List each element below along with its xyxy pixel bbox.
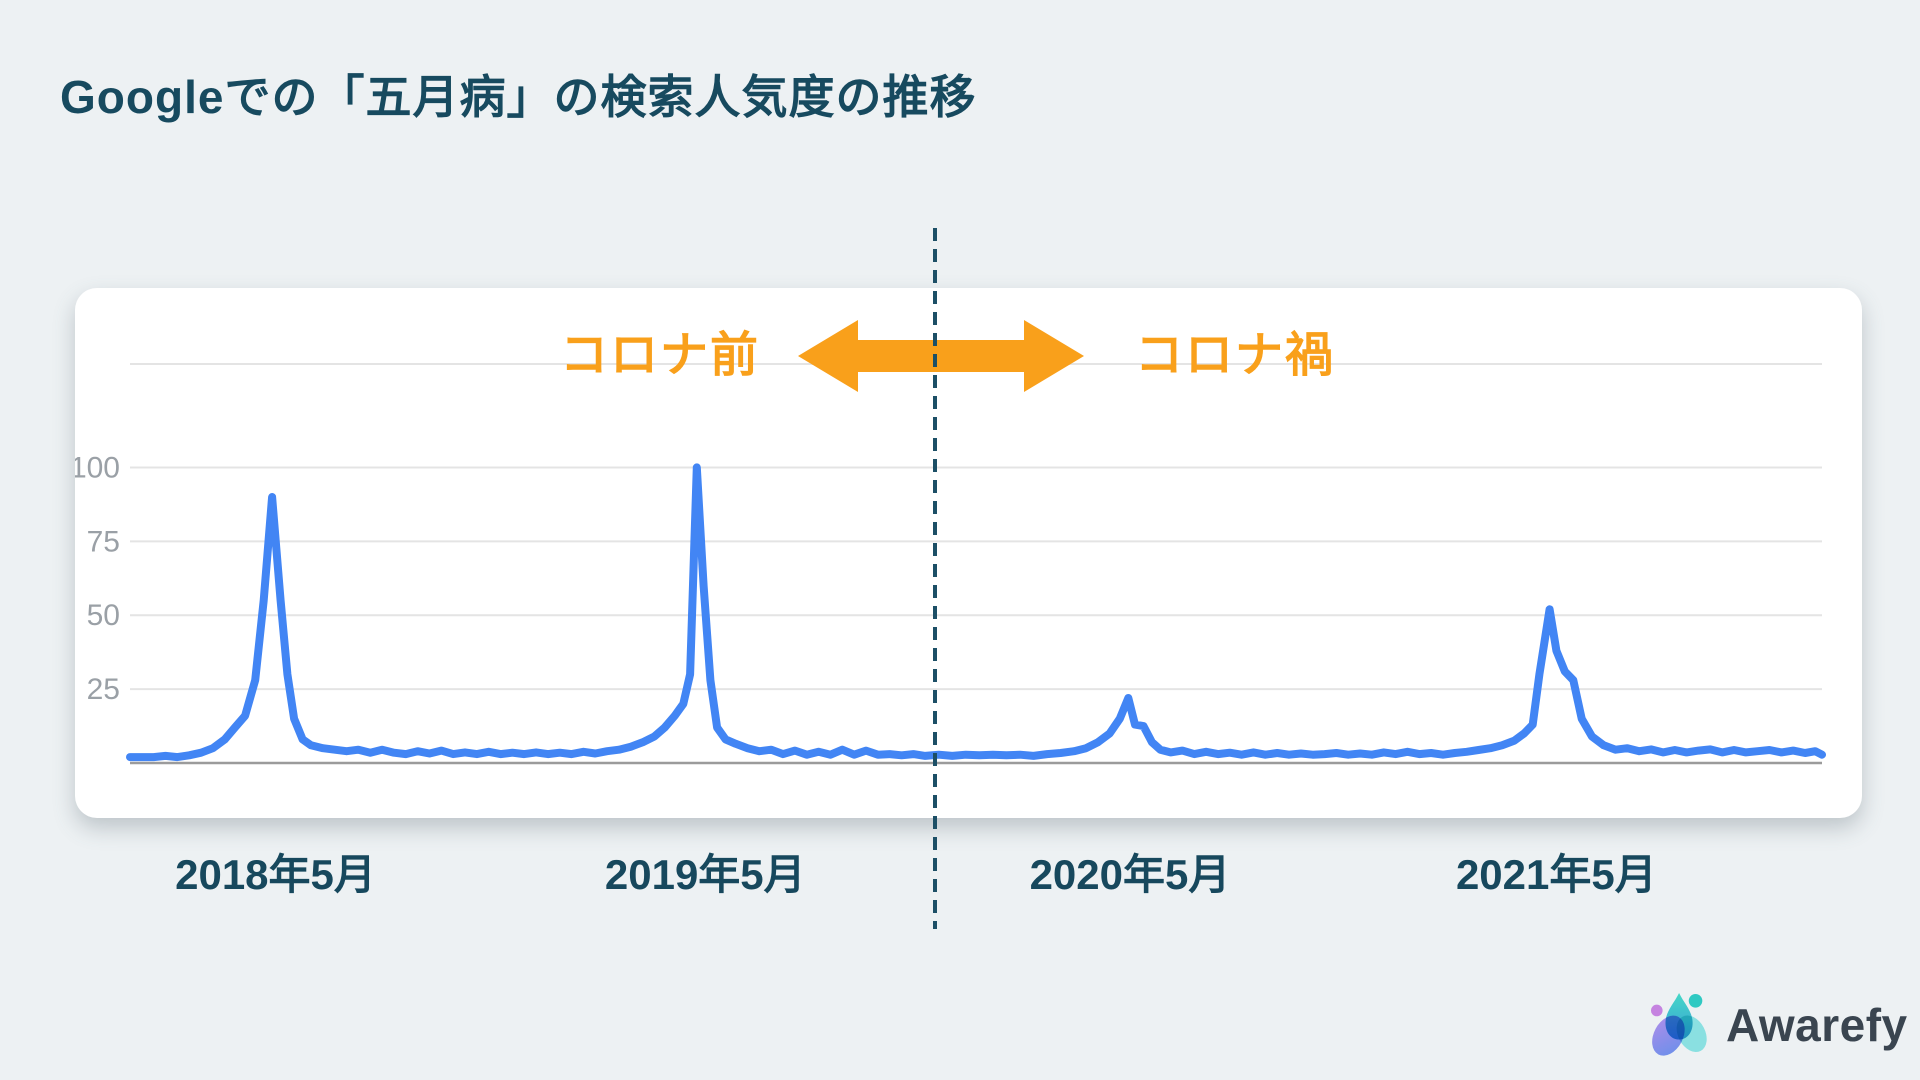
x-axis-label: 2018年5月 [175, 851, 376, 898]
x-axis-label: 2019年5月 [604, 851, 806, 898]
y-axis-tick-label: 75 [87, 525, 120, 558]
trend-line [126, 463, 1826, 762]
awarefy-logo: Awarefy [1650, 990, 1908, 1060]
annotation-post-covid-label: コロナ禍 [1135, 329, 1336, 382]
annotation-pre-covid-label: コロナ前 [560, 329, 761, 382]
chart-card: 100 75 50 25 [75, 288, 1862, 818]
y-axis-tick-label: 25 [87, 673, 120, 706]
double-arrow-icon [798, 318, 1084, 394]
awarefy-logo-text: Awarefy [1726, 999, 1908, 1051]
y-axis-tick-label: 50 [87, 599, 120, 632]
x-axis-label: 2020年5月 [1029, 851, 1231, 898]
logo-dot-left [1650, 1004, 1663, 1017]
x-axis-labels: 2018年5月 2019年5月 2020年5月 2021年5月 [130, 850, 1822, 910]
trend-line-chart: 100 75 50 25 [75, 363, 1826, 765]
logo-dot-right [1688, 994, 1703, 1008]
page-title: Googleでの「五月病」の検索人気度の推移 [60, 71, 977, 123]
x-axis-label: 2021年5月 [1455, 851, 1657, 898]
y-axis-tick-label: 100 [75, 451, 120, 484]
awarefy-logo-mark-icon [1650, 993, 1707, 1056]
